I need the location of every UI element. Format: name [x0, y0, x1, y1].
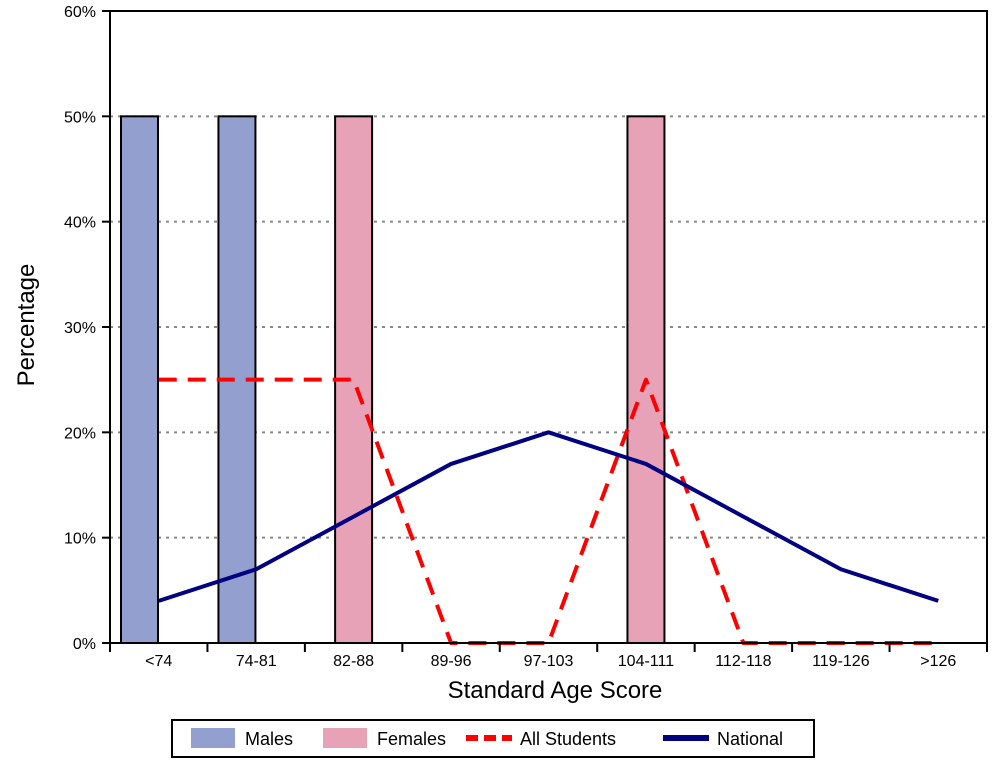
y-tick-label: 0% [73, 636, 96, 653]
y-tick-label: 40% [64, 215, 96, 232]
x-tick-label: 119-126 [812, 653, 870, 670]
x-tick-label: 97-103 [524, 653, 574, 670]
x-tick-label: <74 [145, 653, 172, 670]
y-tick-label: 20% [64, 425, 96, 442]
y-axis-title: Percentage [13, 264, 40, 387]
x-tick-label: 112-118 [715, 653, 771, 670]
legend-label-females: Females [377, 729, 446, 749]
bar-males [120, 115, 159, 645]
x-axis-title: Standard Age Score [448, 677, 663, 704]
y-tick-label: 60% [64, 4, 96, 21]
line-national [158, 430, 939, 603]
x-tick-label: 104-111 [618, 653, 674, 670]
x-tick-label: 89-96 [431, 653, 472, 670]
x-tick-label: >126 [920, 653, 956, 670]
y-tick-label: 10% [64, 531, 96, 548]
legend: Males Females All Students National [171, 719, 815, 758]
legend-swatch-females [323, 728, 367, 748]
legend-label-males: Males [245, 729, 293, 749]
legend-label-national: National [717, 729, 783, 749]
legend-swatch-males [191, 728, 235, 748]
x-axis: <74 74-81 82-88 89-96 97-103 104-111 112-118 11… [109, 643, 988, 670]
legend-label-all-students: All Students [520, 729, 616, 749]
x-tick-label: 82-88 [333, 653, 374, 670]
y-tick-label: 30% [64, 320, 96, 337]
y-axis: 0% 10% 20% 30% 40% 50% 60% [64, 4, 110, 653]
y-tick-label: 50% [64, 109, 96, 126]
x-tick-label: 74-81 [236, 653, 277, 670]
